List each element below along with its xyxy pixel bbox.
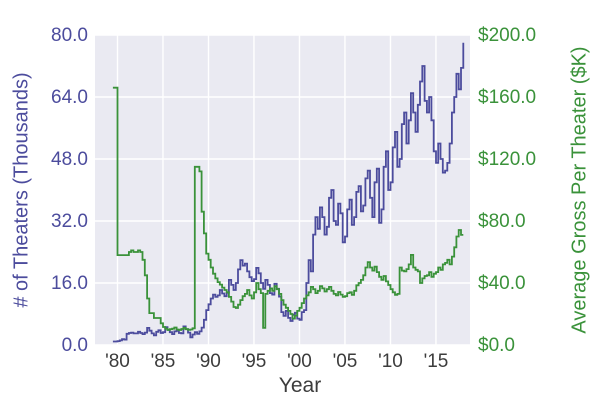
left-axis-tick-label: 16.0 [51,273,88,294]
right-axis-title: Average Gross Per Theater ($K) [568,46,591,334]
average-gross-per-theater-k-line [112,86,464,331]
plot-background [95,35,470,345]
x-axis-tick-label: '10 [378,351,403,372]
left-axis-tick-label: 48.0 [51,149,88,170]
x-axis-tick-label: '85 [150,351,176,372]
left-axis-tick-label: 64.0 [51,87,88,108]
left-axis-tick-label: 80.0 [51,25,88,46]
x-axis-tick-label: '05 [332,351,358,372]
left-axis-title: # of Theaters (Thousands) [10,72,33,308]
left-axis-tick-label: 32.0 [51,211,88,232]
right-axis-tick-label: $0.0 [478,335,515,356]
x-axis-tick-label: '15 [423,351,449,372]
right-axis-tick-label: $160.0 [478,87,537,108]
right-axis-tick-label: $40.0 [478,273,526,294]
right-axis-tick-label: $80.0 [478,211,526,232]
x-axis-tick-label: '80 [105,351,130,372]
x-axis-tick-label: '95 [241,351,267,372]
right-axis-tick-label: $200.0 [478,25,537,46]
x-axis-title: Year [278,374,322,397]
left-axis-tick-label: 0.0 [61,335,88,356]
number-of-theaters-thousands-line [112,42,465,343]
x-axis-tick-label: '00 [287,351,312,372]
x-axis-tick-label: '90 [196,351,221,372]
right-axis-tick-label: $120.0 [478,149,537,170]
